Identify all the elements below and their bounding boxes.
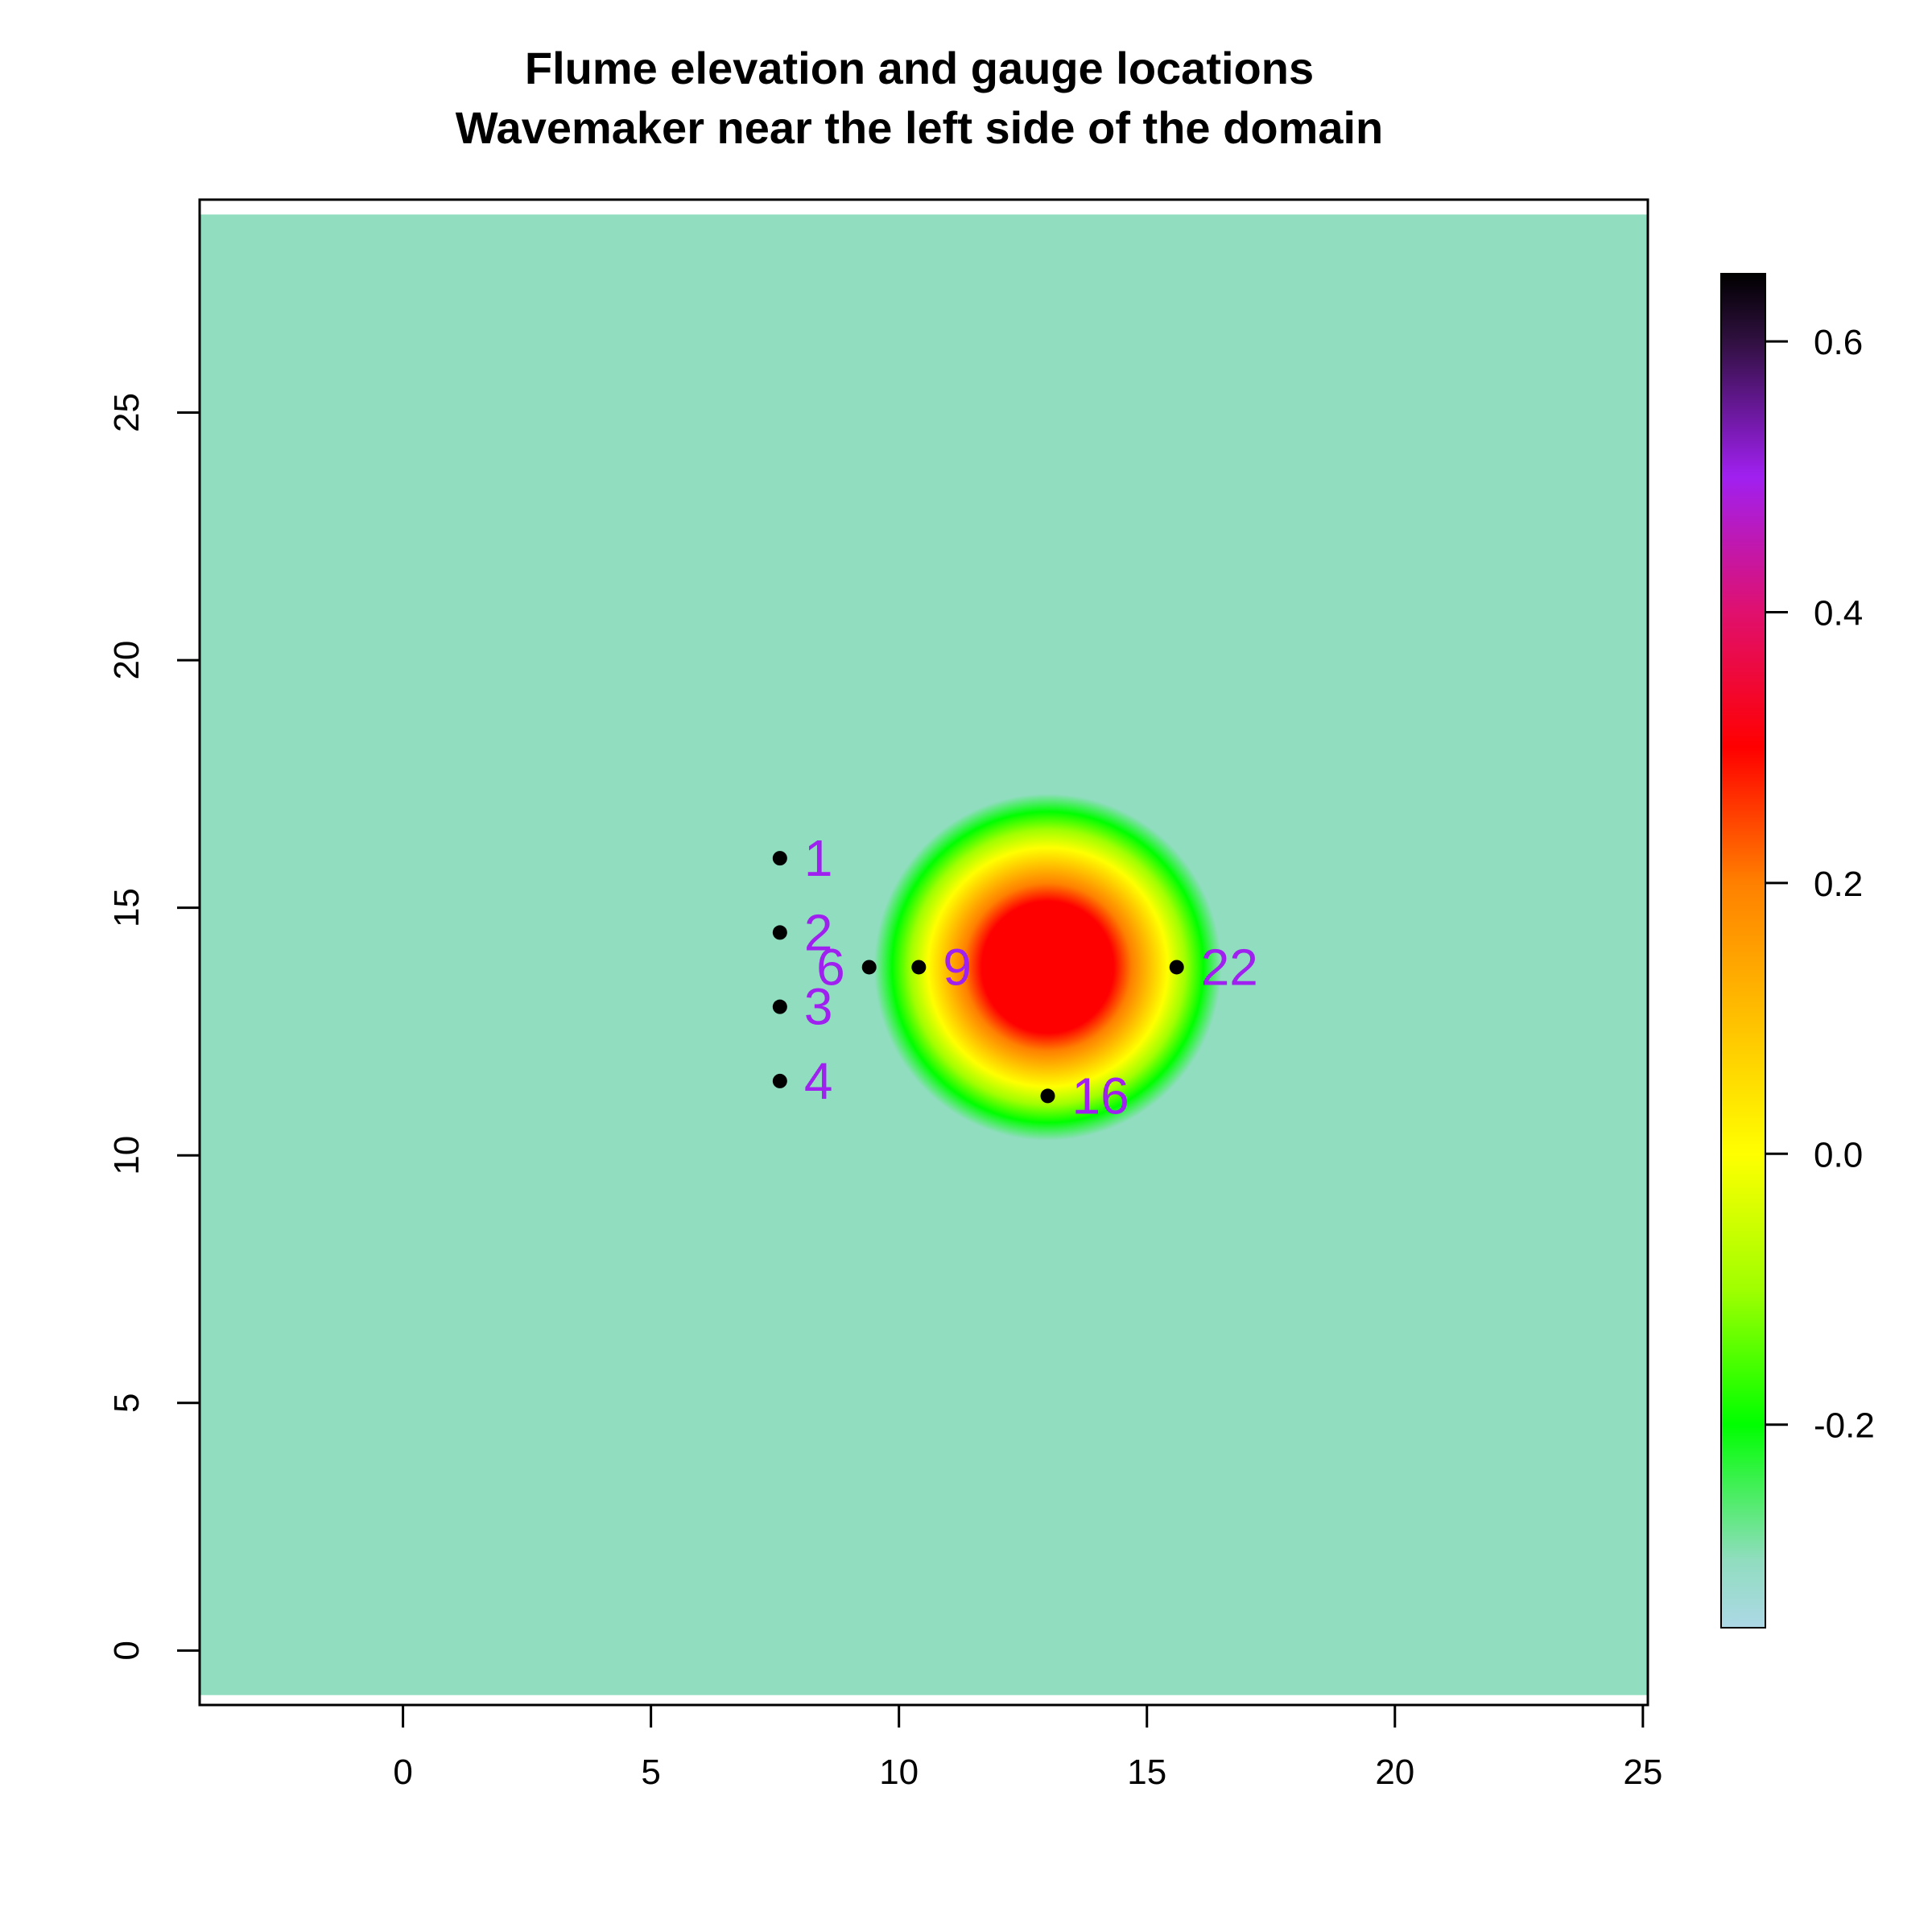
colorbar-tick-label: 0.6 — [1814, 323, 1863, 362]
x-tick-label: 0 — [393, 1752, 412, 1792]
gauge-label: 2 — [804, 903, 833, 961]
gauge-label: 6 — [816, 938, 845, 996]
y-tick-label: 5 — [107, 1393, 147, 1413]
chart-title-line-2: Wavemaker near the left side of the doma… — [456, 102, 1383, 153]
y-tick-label: 0 — [107, 1641, 147, 1660]
colorbar-scale — [1720, 273, 1766, 1629]
gauge-label: 9 — [943, 938, 972, 996]
gauge-label: 16 — [1072, 1067, 1129, 1125]
gauge-point — [1169, 960, 1184, 975]
colorbar: -0.2 0.0 0.2 0.4 0.6 — [1720, 273, 1875, 1629]
x-axis: 0 5 10 15 20 25 — [393, 1703, 1662, 1792]
y-axis: 0 5 10 15 20 25 — [107, 393, 201, 1661]
x-tick-label: 15 — [1127, 1752, 1166, 1792]
gauge-markers: 1 2 3 4 6 9 16 22 — [772, 829, 1258, 1125]
gauge-point — [772, 1073, 787, 1088]
gauge-label: 3 — [804, 978, 833, 1036]
x-tick-label: 20 — [1375, 1752, 1414, 1792]
gauge-label: 4 — [804, 1052, 833, 1110]
elevation-bump — [873, 794, 1222, 1141]
chart-title-line-1: Flume elevation and gauge locations — [525, 43, 1314, 93]
x-tick-label: 25 — [1623, 1752, 1662, 1792]
y-tick-label: 20 — [107, 641, 147, 680]
gauge-label: 22 — [1201, 938, 1258, 996]
colorbar-tick-label: 0.0 — [1814, 1135, 1863, 1174]
gauge-point — [861, 960, 877, 975]
x-tick-label: 10 — [879, 1752, 919, 1792]
y-tick-label: 15 — [107, 888, 147, 927]
gauge-point — [772, 999, 787, 1014]
plot-area — [198, 198, 1649, 1707]
colorbar-tick-label: -0.2 — [1814, 1406, 1875, 1446]
colorbar-tick-label: 0.2 — [1814, 865, 1863, 904]
gauge-point — [911, 960, 927, 975]
y-tick-label: 25 — [107, 393, 147, 432]
gauge-point — [772, 851, 787, 866]
gauge-point — [772, 925, 787, 940]
x-tick-label: 5 — [641, 1752, 660, 1792]
gauge-point — [1040, 1088, 1055, 1104]
colorbar-tick-label: 0.4 — [1814, 594, 1863, 634]
gauge-label: 1 — [804, 829, 833, 887]
y-tick-label: 10 — [107, 1136, 147, 1175]
